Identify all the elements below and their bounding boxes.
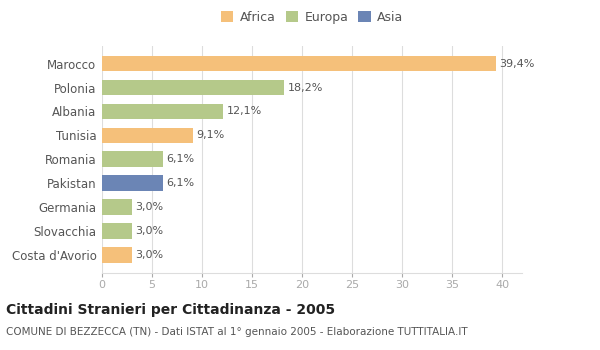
Text: 3,0%: 3,0% [136, 202, 164, 212]
Bar [102, 247, 132, 262]
Bar [102, 80, 284, 95]
Text: 3,0%: 3,0% [136, 226, 164, 236]
Text: 9,1%: 9,1% [197, 130, 225, 140]
Bar [102, 199, 132, 215]
Bar [102, 223, 132, 239]
Legend: Africa, Europa, Asia: Africa, Europa, Asia [221, 11, 403, 24]
Text: 18,2%: 18,2% [287, 83, 323, 92]
Bar [102, 56, 496, 71]
Text: 3,0%: 3,0% [136, 250, 164, 260]
Text: Cittadini Stranieri per Cittadinanza - 2005: Cittadini Stranieri per Cittadinanza - 2… [6, 303, 335, 317]
Bar [102, 127, 193, 143]
Text: 6,1%: 6,1% [167, 154, 194, 164]
Bar [102, 175, 163, 191]
Text: 39,4%: 39,4% [499, 58, 535, 69]
Bar [102, 152, 163, 167]
Text: 12,1%: 12,1% [227, 106, 262, 117]
Text: 6,1%: 6,1% [167, 178, 194, 188]
Bar [102, 104, 223, 119]
Text: COMUNE DI BEZZECCA (TN) - Dati ISTAT al 1° gennaio 2005 - Elaborazione TUTTITALI: COMUNE DI BEZZECCA (TN) - Dati ISTAT al … [6, 327, 467, 337]
